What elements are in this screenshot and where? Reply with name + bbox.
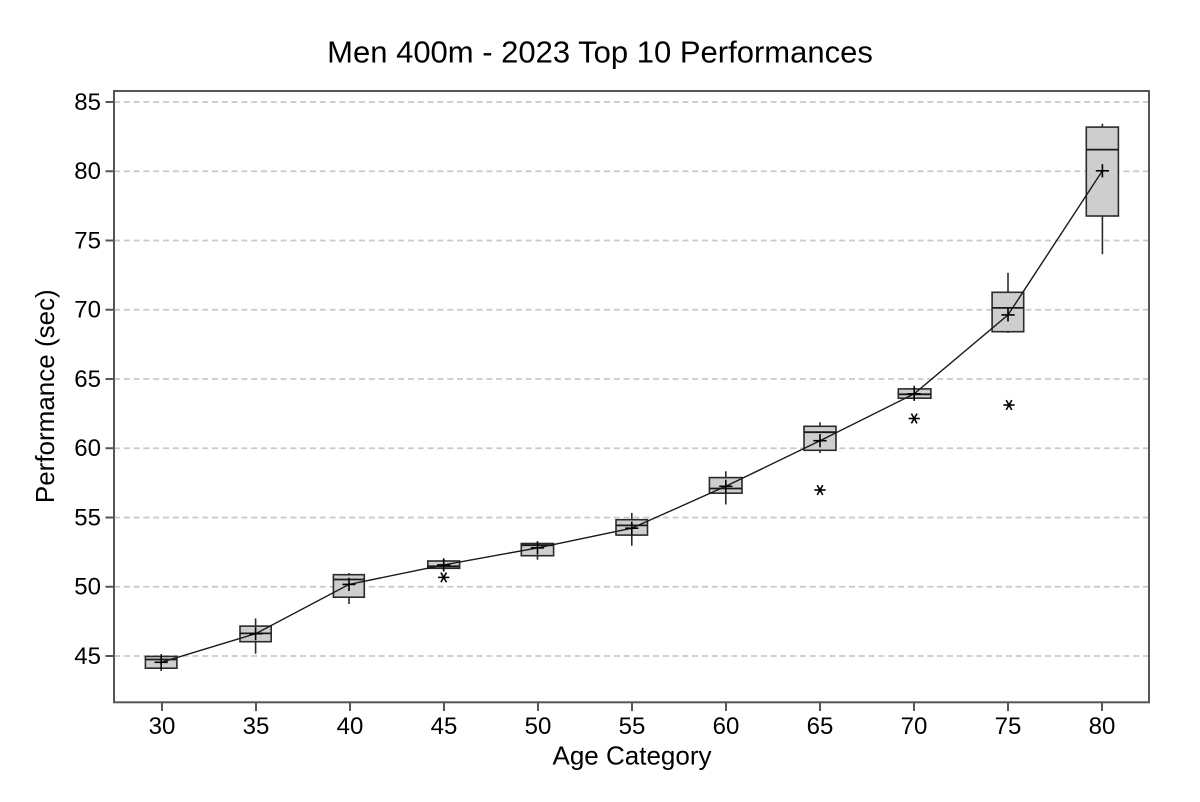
svg-text:70: 70	[74, 297, 101, 324]
svg-text:Men 400m - 2023 Top 10 Perform: Men 400m - 2023 Top 10 Performances	[327, 35, 873, 70]
svg-text:80: 80	[1089, 713, 1116, 740]
svg-text:65: 65	[807, 713, 834, 740]
svg-text:80: 80	[74, 158, 101, 185]
svg-text:60: 60	[713, 713, 740, 740]
svg-text:75: 75	[74, 227, 101, 254]
svg-text:45: 45	[74, 643, 101, 670]
svg-text:85: 85	[74, 89, 101, 116]
svg-text:75: 75	[995, 713, 1022, 740]
svg-text:50: 50	[525, 713, 552, 740]
svg-text:55: 55	[74, 504, 101, 531]
svg-text:50: 50	[74, 574, 101, 601]
svg-text:55: 55	[619, 713, 646, 740]
svg-text:35: 35	[243, 713, 270, 740]
svg-text:40: 40	[337, 713, 364, 740]
svg-text:60: 60	[74, 435, 101, 462]
svg-text:70: 70	[901, 713, 928, 740]
svg-text:45: 45	[431, 713, 458, 740]
svg-text:65: 65	[74, 366, 101, 393]
svg-text:30: 30	[149, 713, 176, 740]
svg-text:Performance (sec): Performance (sec)	[30, 289, 60, 503]
svg-text:Age Category: Age Category	[553, 741, 712, 771]
